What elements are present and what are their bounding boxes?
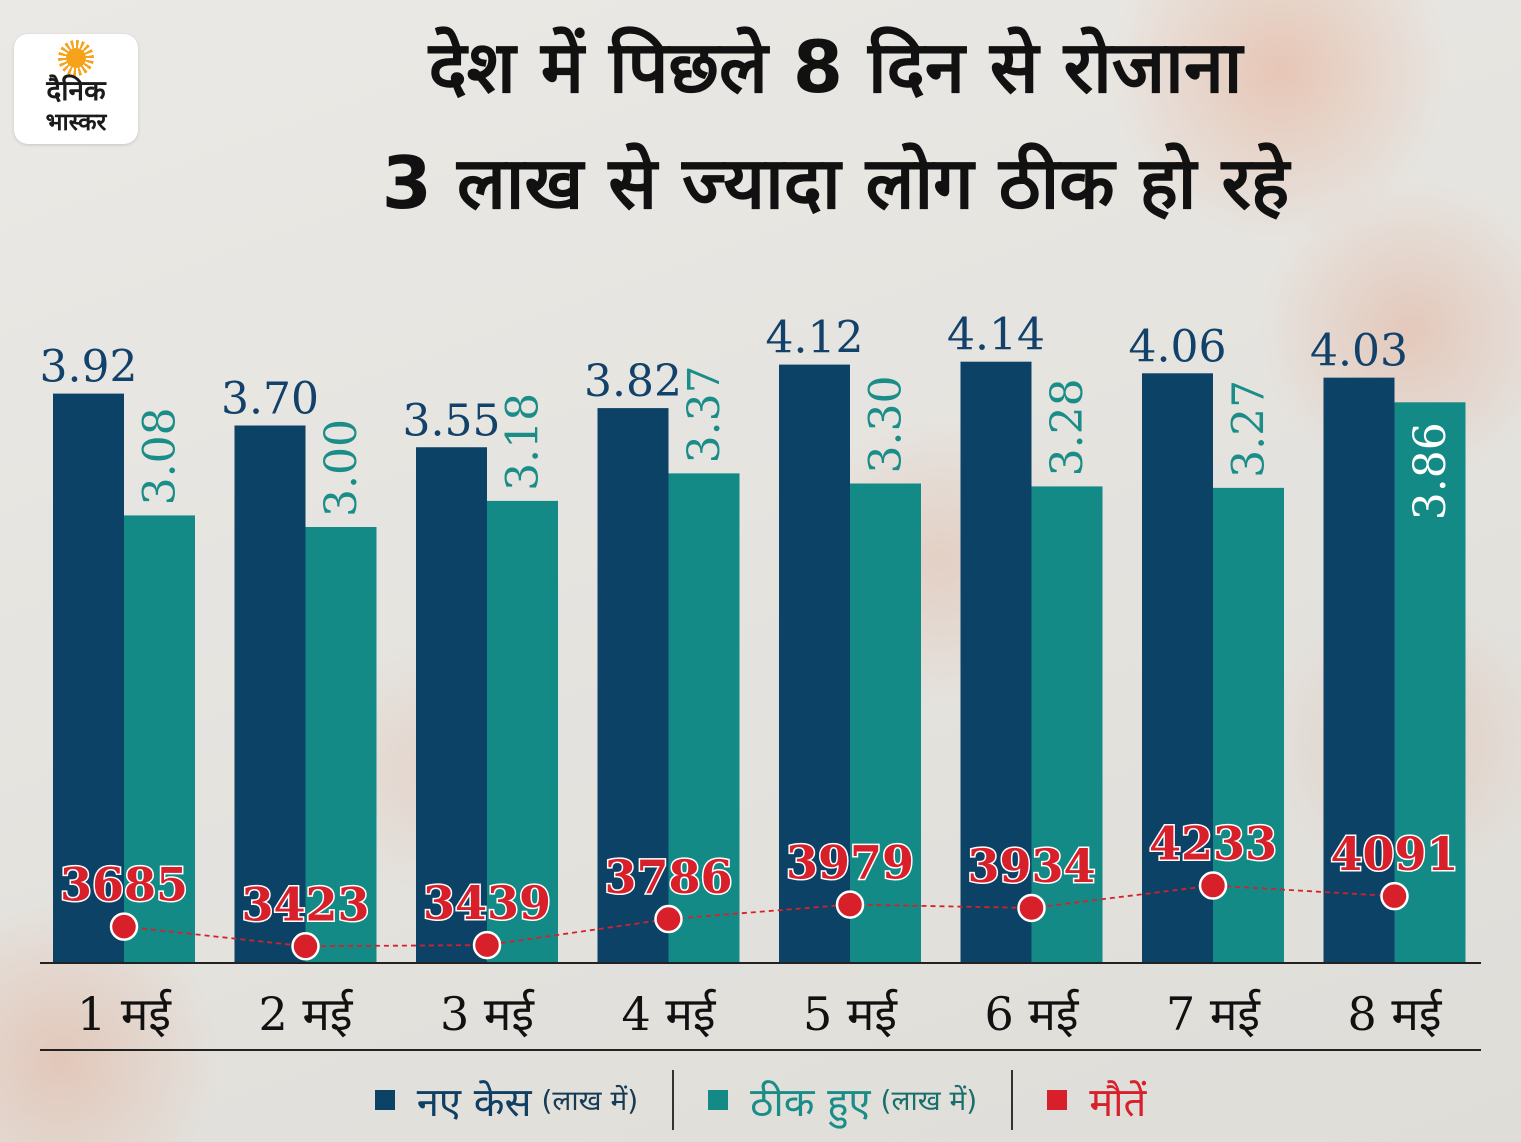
bar-recovered — [1031, 486, 1103, 962]
deaths-point — [1017, 893, 1046, 923]
deaths-point — [1380, 881, 1409, 911]
legend-swatch-cases — [374, 1090, 395, 1110]
legend-item-deaths: मौतें — [1047, 1073, 1146, 1128]
data-label-deaths: 3979 — [786, 836, 914, 890]
data-label-new-cases: 3.82 — [584, 356, 682, 407]
data-label-deaths: 3423 — [241, 877, 369, 931]
legend-label-cases: नए केस — [416, 1079, 532, 1126]
legend-swatch-recovered — [708, 1090, 729, 1110]
deaths-point — [109, 912, 139, 941]
x-tick-label: 6 मई — [985, 987, 1080, 1041]
bar-new-cases — [779, 364, 850, 963]
bar-new-cases — [960, 361, 1032, 962]
data-label-new-cases: 4.14 — [947, 310, 1045, 361]
legend-label-recovered: ठीक हुए — [750, 1079, 871, 1126]
bar-new-cases — [416, 447, 487, 962]
bar-recovered — [305, 527, 377, 962]
bar-recovered — [487, 500, 558, 962]
bar-recovered — [1394, 402, 1466, 962]
bar-new-cases — [1323, 377, 1395, 962]
legend-unit-recovered: (लाख में) — [880, 1084, 978, 1117]
data-label-recovered: 3.18 — [498, 393, 549, 491]
data-label-recovered: 3.27 — [1224, 380, 1275, 478]
bar-new-cases — [597, 408, 669, 963]
deaths-line — [123, 884, 1395, 948]
data-label-recovered: 3.28 — [1042, 378, 1093, 476]
bar-recovered — [850, 483, 921, 962]
data-label-new-cases: 3.55 — [403, 395, 501, 446]
sun-logo-icon — [58, 40, 94, 76]
data-label-deaths: 3439 — [423, 876, 551, 930]
data-label-recovered: 3.30 — [861, 376, 912, 474]
data-label-recovered: 3.08 — [135, 407, 186, 505]
data-label-recovered: 3.86 — [1405, 422, 1456, 520]
legend-item-cases: नए केस (लाख में) — [374, 1073, 639, 1128]
data-label-recovered: 3.00 — [316, 419, 367, 517]
legend-divider — [672, 1070, 675, 1130]
x-tick-label: 7 मई — [1166, 987, 1261, 1041]
x-tick-label: 3 मई — [440, 987, 535, 1041]
deaths-point — [291, 932, 320, 961]
legend-divider — [1011, 1070, 1014, 1130]
deaths-point — [472, 930, 502, 960]
legend: नए केस (लाख में) ठीक हुए (लाख में) मौतें — [0, 1058, 1521, 1142]
bar-new-cases — [1142, 373, 1213, 962]
data-label-new-cases: 3.92 — [40, 342, 138, 393]
chart-title-line1: देश में पिछले 8 दिन से रोजाना — [428, 25, 1243, 109]
x-tick-label: 1 मई — [77, 987, 172, 1041]
logo-text-line1: दैनिक — [46, 74, 106, 107]
bar-new-cases — [234, 425, 306, 962]
data-label-deaths: 4091 — [1330, 827, 1458, 881]
logo: दैनिक भास्कर — [14, 34, 138, 144]
x-tick-label: 8 मई — [1348, 987, 1443, 1041]
deaths-point — [835, 890, 865, 919]
legend-item-recovered: ठीक हुए (लाख में) — [708, 1073, 977, 1128]
logo-text-line2: भास्कर — [45, 108, 107, 136]
data-label-new-cases: 4.03 — [1310, 326, 1408, 377]
bar-recovered — [124, 515, 195, 962]
data-label-new-cases: 3.70 — [221, 374, 319, 425]
legend-label-deaths: मौतें — [1089, 1079, 1147, 1126]
data-label-recovered: 3.37 — [679, 365, 730, 463]
data-label-new-cases: 4.12 — [766, 313, 864, 364]
bar-recovered — [668, 473, 740, 962]
x-tick-label: 5 मई — [803, 987, 898, 1041]
legend-unit-cases: (लाख में) — [541, 1084, 639, 1117]
bar-new-cases — [53, 393, 124, 963]
data-label-deaths: 3685 — [60, 858, 188, 912]
x-tick-label: 4 मई — [622, 987, 717, 1041]
deaths-point — [1198, 871, 1228, 900]
deaths-point — [654, 904, 683, 934]
legend-swatch-deaths — [1047, 1090, 1068, 1110]
data-label-new-cases: 4.06 — [1129, 321, 1227, 372]
chart-title-line2: 3 लाख से ज्यादा लोग ठीक हो रहे — [381, 141, 1290, 225]
data-label-deaths: 4233 — [1149, 817, 1277, 871]
x-tick-label: 2 मई — [259, 987, 354, 1041]
data-label-deaths: 3786 — [604, 850, 732, 904]
data-label-deaths: 3934 — [967, 839, 1095, 893]
